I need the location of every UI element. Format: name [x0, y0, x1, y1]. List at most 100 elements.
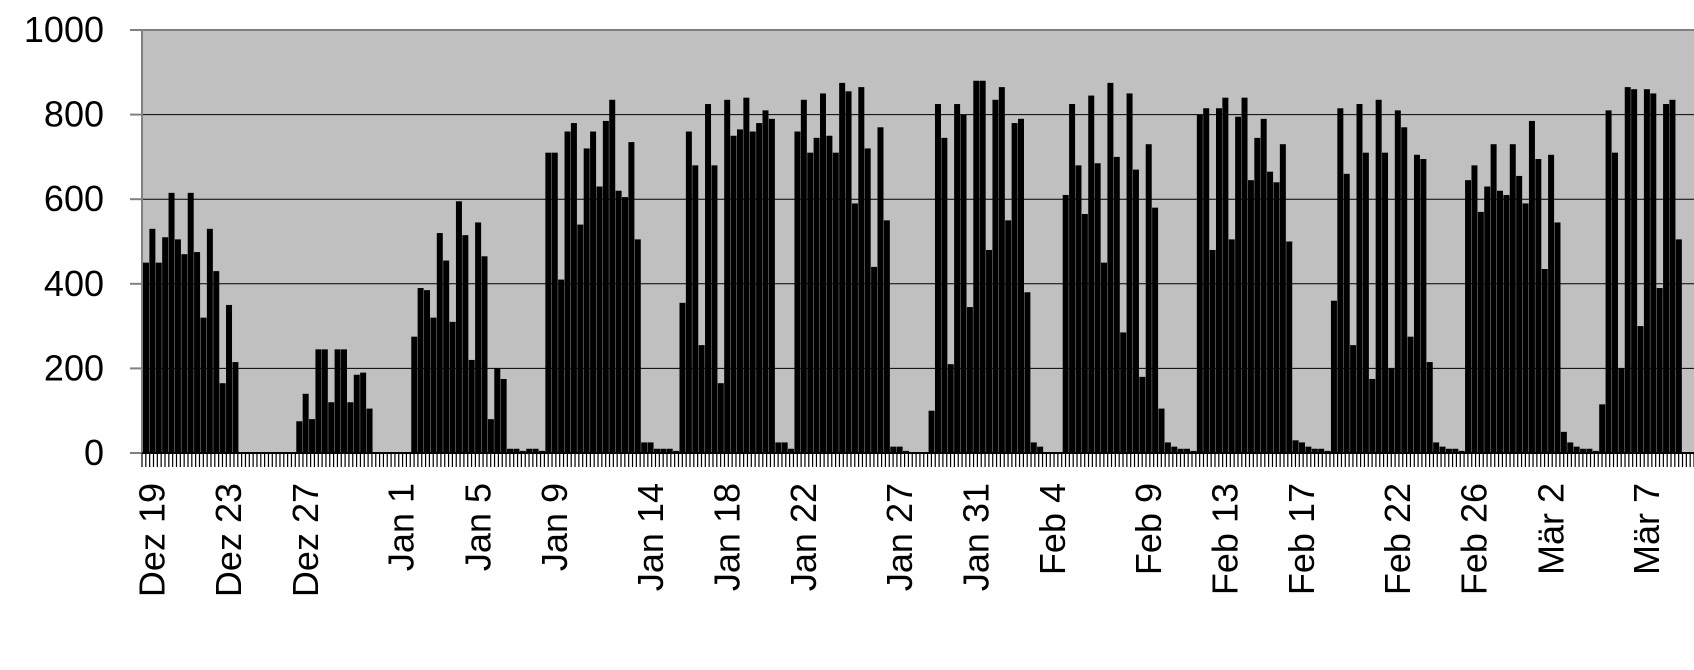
x-tick-label: Jan 14: [630, 483, 671, 591]
bar: [1164, 442, 1171, 453]
bar: [730, 135, 737, 453]
bar: [1452, 448, 1459, 453]
bar: [1599, 404, 1606, 453]
bar: [424, 290, 431, 453]
bar: [564, 131, 571, 453]
bar: [820, 93, 826, 453]
bar: [749, 131, 756, 453]
y-axis-ticks: 0 200 400 600 800 1000: [24, 9, 142, 473]
bar: [219, 383, 226, 453]
bar: [1528, 120, 1535, 453]
bar: [462, 235, 469, 453]
bar: [628, 142, 635, 453]
bar: [1247, 180, 1254, 454]
bar: [206, 228, 213, 453]
bar: [302, 393, 309, 453]
bar: [1337, 108, 1344, 453]
bar: [583, 148, 590, 453]
bar: [800, 99, 807, 454]
bar: [743, 97, 750, 454]
bar: [1228, 239, 1235, 453]
bar: [858, 87, 865, 454]
bar: [890, 446, 897, 453]
y-tick-label: 1000: [24, 9, 104, 50]
bar: [1669, 99, 1676, 454]
x-tick-label: Feb 22: [1377, 483, 1418, 595]
bar: [1605, 110, 1612, 454]
bar-series: [143, 80, 1682, 454]
bar: [1030, 442, 1037, 453]
x-axis-ticks: Dez 19 Dez 23 Dez 27 Jan 1 Jan 5 Jan 9 Jan 14 J…: [132, 453, 1694, 597]
x-tick-label: Mär 7: [1626, 483, 1667, 575]
bar: [1190, 450, 1197, 453]
bar: [360, 372, 367, 453]
bar: [1643, 89, 1650, 453]
bar: [1631, 89, 1638, 453]
bar: [826, 135, 833, 453]
bar: [1477, 211, 1484, 453]
bar: [992, 99, 999, 454]
x-tick-label: Feb 9: [1128, 483, 1169, 575]
bar: [839, 82, 846, 454]
bar: [1024, 292, 1031, 453]
bar: [1254, 137, 1261, 453]
bar: [353, 374, 360, 453]
bar: [558, 279, 565, 453]
bar: [928, 410, 935, 453]
bar: [162, 237, 169, 453]
bar: [941, 137, 948, 453]
bar: [143, 262, 149, 453]
bar: [430, 317, 437, 453]
bar: [1094, 163, 1101, 453]
bar: [647, 442, 654, 453]
bar: [1330, 300, 1337, 453]
bar: [321, 349, 328, 453]
bar: [685, 131, 692, 453]
bar: [194, 252, 201, 453]
bar: [487, 419, 494, 453]
bar: [1382, 152, 1389, 454]
bar: [954, 104, 961, 453]
bar: [475, 222, 482, 453]
bar: [813, 137, 820, 453]
bar: [570, 123, 577, 453]
bar: [1541, 269, 1548, 453]
x-tick-label: Jan 22: [783, 483, 824, 591]
bar: [768, 118, 775, 453]
bar: [973, 80, 980, 453]
bar: [328, 402, 335, 453]
bar: [1241, 97, 1248, 454]
bar: [641, 442, 648, 453]
bar: [966, 307, 973, 453]
bar: [960, 114, 967, 453]
x-tick-label: Feb 4: [1032, 483, 1073, 575]
bar: [1445, 448, 1452, 453]
bar: [1490, 144, 1497, 453]
bar: [1509, 144, 1516, 453]
bar: [1560, 431, 1567, 453]
bar: [736, 129, 743, 453]
bar: [1318, 448, 1325, 453]
bar: [775, 442, 782, 453]
x-tick-label: Mär 2: [1530, 483, 1571, 575]
bar: [1081, 214, 1088, 453]
bar: [366, 408, 373, 453]
bar: [1350, 345, 1357, 453]
bar: [1203, 108, 1210, 453]
bar: [1401, 127, 1408, 453]
bar: [1663, 104, 1670, 453]
bar: [1145, 144, 1152, 453]
bar: [756, 123, 763, 453]
x-tick-label: Jan 27: [879, 483, 920, 591]
bar: [986, 249, 993, 453]
bar: [832, 152, 839, 454]
bar: [1132, 169, 1139, 453]
bar: [155, 262, 162, 453]
bar: [1586, 448, 1593, 453]
bar: [609, 99, 616, 454]
y-tick-label: 0: [84, 432, 104, 473]
bar: [698, 345, 705, 453]
bar: [1388, 368, 1395, 453]
bar: [1107, 82, 1114, 454]
bar: [500, 378, 507, 453]
